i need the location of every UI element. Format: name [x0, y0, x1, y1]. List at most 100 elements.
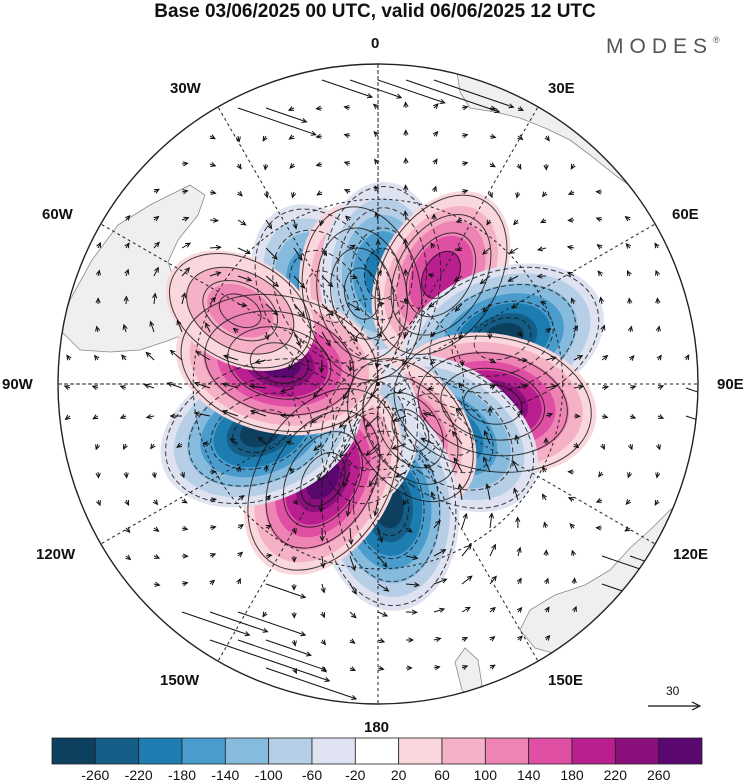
wind-vector-head [248, 384, 255, 390]
wind-vector-head [182, 581, 189, 587]
lon-label-180: 180 [364, 719, 390, 736]
contour-line [305, 270, 350, 323]
wind-vector-head [238, 495, 245, 501]
wind-vector-head [124, 242, 130, 249]
wind-vector-head [221, 409, 228, 415]
wind-vector [453, 457, 463, 473]
lon-label-90e: 90E [717, 376, 744, 393]
wind-vector-head [272, 254, 278, 260]
wind-vector [258, 436, 267, 445]
wind-vector [455, 303, 463, 312]
reference-vector [648, 701, 702, 711]
colorbar-tick-label: 260 [647, 767, 671, 783]
wind-vector [237, 303, 247, 307]
wind-vector-head [236, 577, 241, 584]
wind-vector [293, 275, 305, 289]
wind-vector-head [287, 106, 294, 111]
colorbar-swatch [181, 737, 226, 765]
wind-vector-head [262, 135, 268, 142]
wind-vector-head [432, 158, 438, 165]
wind-vector-head [406, 527, 413, 533]
wind-vector-head [422, 411, 429, 417]
wind-vector-head [541, 493, 547, 500]
wind-vector-head [403, 129, 409, 136]
wind-vector [349, 303, 360, 311]
wind-vector-head [66, 354, 72, 361]
wind-vector-head [213, 217, 219, 223]
wind-vector [484, 430, 491, 445]
wind-vector-head [406, 665, 413, 671]
wind-vector-head [627, 297, 633, 304]
wind-vector-head [566, 271, 573, 277]
wind-vector-head [517, 635, 523, 641]
wind-vector-head [265, 494, 272, 501]
wind-vector-head [374, 158, 380, 165]
wind-vector [483, 457, 491, 473]
wind-vector [377, 79, 445, 104]
wind-vector-head [315, 161, 322, 167]
wind-vector [392, 443, 407, 450]
wind-vector [405, 555, 418, 559]
lon-label-60e: 60E [672, 206, 699, 223]
wind-vector-head [373, 131, 379, 137]
wind-vector-head [440, 549, 447, 555]
wind-vector-head [95, 444, 101, 451]
wind-vector-head [176, 319, 182, 326]
colorbar-tick-label: 180 [560, 767, 584, 783]
wind-vector-head [365, 450, 372, 457]
reference-vector-label: 30 [666, 684, 680, 698]
wind-vector-head [402, 360, 408, 366]
wind-vector-head [123, 295, 129, 302]
wind-vector-head [210, 189, 217, 195]
wind-vector-head [627, 472, 633, 479]
wind-vector-head [209, 134, 216, 140]
wind-vector-head [600, 324, 606, 331]
wind-vector [293, 331, 301, 346]
wind-vector-head [122, 323, 128, 330]
wind-vector-head [263, 464, 269, 471]
reference-arrow-head [691, 701, 702, 711]
wind-vector-head [240, 220, 247, 226]
wind-vector-head [300, 631, 307, 637]
wind-vector-head [517, 409, 524, 416]
wind-vector-head [181, 292, 187, 299]
wind-vector-head [656, 354, 662, 361]
wind-vector-head [654, 499, 660, 506]
wind-vector-head [154, 266, 159, 273]
wind-vector-head [342, 481, 348, 488]
wind-vector-head [624, 216, 631, 222]
wind-vector-head [453, 457, 459, 464]
wind-vector-head [92, 414, 99, 420]
wind-vector-head [550, 355, 557, 361]
colorbar-tick-label: -180 [167, 767, 197, 783]
contour-line [362, 357, 535, 509]
wind-vector [601, 555, 646, 572]
colorbar-swatch [311, 737, 356, 765]
wind-vector-head [151, 472, 157, 479]
wind-vector-head [299, 311, 306, 318]
anomaly-contour-group [393, 335, 592, 473]
wind-vector-head [124, 214, 131, 221]
lon-label-30e: 30E [548, 80, 575, 97]
wind-vector [288, 359, 295, 370]
wind-vector-head [462, 133, 469, 139]
wind-vector-head [238, 524, 245, 530]
wind-vector-head [439, 607, 446, 613]
wind-vector-head [210, 525, 217, 531]
wind-vector-head [459, 360, 465, 367]
wind-vector-head [343, 189, 350, 194]
wind-vector-head [145, 414, 152, 420]
wind-vector [286, 441, 295, 445]
wind-vector-head [246, 276, 253, 282]
wind-vector-head [292, 668, 297, 675]
contour-line [393, 335, 592, 473]
wind-vector [293, 303, 305, 317]
wind-vector-head [320, 612, 325, 619]
wind-vector-head [374, 211, 380, 218]
wind-vector-head [295, 340, 301, 347]
wind-vector-head [299, 283, 306, 289]
contour-line [336, 207, 427, 341]
wind-vector-head [518, 106, 525, 111]
wind-vector [489, 513, 493, 529]
wind-vector [537, 247, 547, 251]
